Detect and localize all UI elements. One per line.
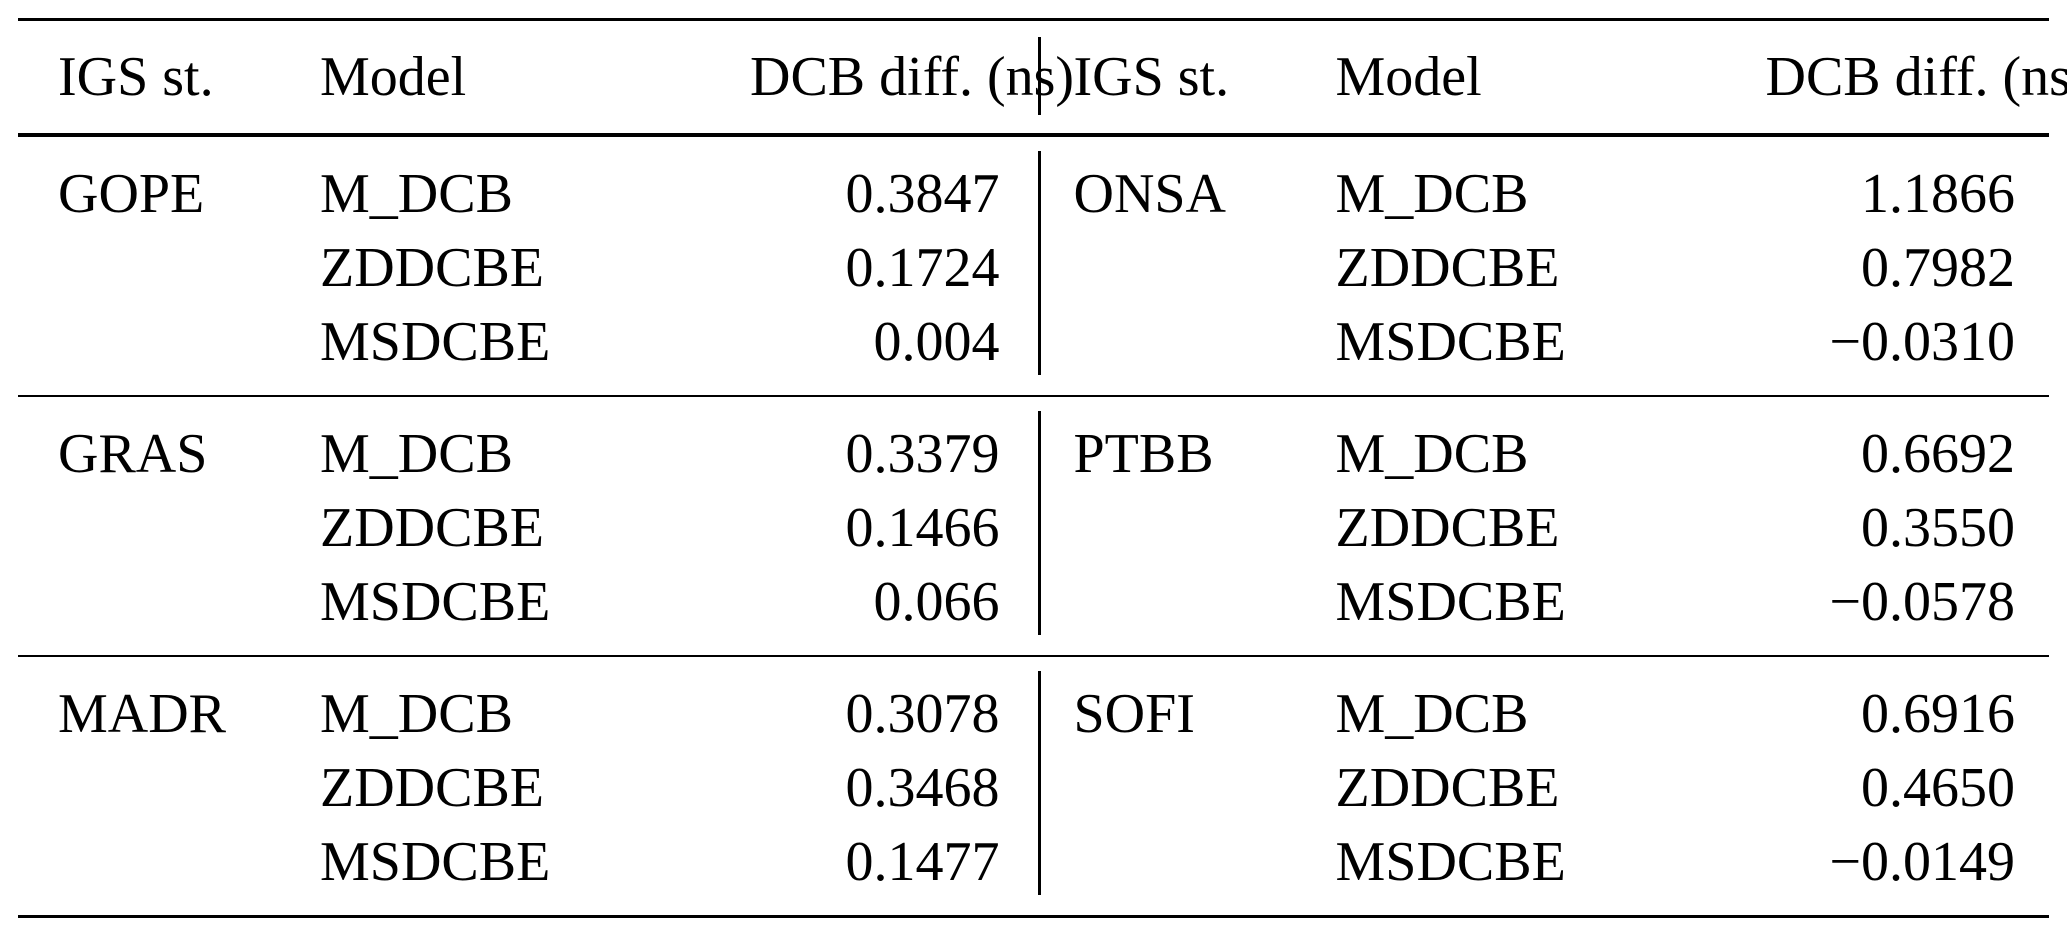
- group-half-right: SOFI M_DCB 0.6916 ZDDCBE 0.4650 MSDCBE −…: [1034, 677, 2050, 899]
- vertical-divider: [1037, 411, 1041, 635]
- value-cell: 0.3847: [845, 163, 1000, 225]
- value-cell: 0.3379: [845, 423, 1000, 485]
- value-cell: 0.1724: [845, 237, 1000, 299]
- model-cell: MSDCBE: [320, 311, 551, 373]
- table-row: ZDDCBE 0.3468: [18, 751, 1034, 825]
- table-row: ZDDCBE 0.7982: [1034, 231, 2050, 305]
- value-cell: −0.0310: [1829, 311, 2015, 373]
- model-cell: M_DCB: [1335, 423, 1529, 485]
- model-cell: ZDDCBE: [1335, 757, 1560, 819]
- column-header-model: Model: [1335, 46, 1482, 108]
- value-cell: 0.1477: [845, 831, 1000, 893]
- value-cell: 0.1466: [845, 497, 1000, 559]
- horizontal-rule-group-separator: [18, 395, 2049, 397]
- vertical-divider: [1037, 151, 1041, 375]
- column-header-value: DCB diff. (ns): [750, 46, 1075, 108]
- table-row: MSDCBE −0.0310: [1034, 305, 2050, 379]
- value-cell: 0.004: [873, 311, 1000, 373]
- column-header-station: IGS st.: [1073, 46, 1230, 108]
- horizontal-rule-header-separator: [18, 133, 2049, 137]
- value-cell: 0.3078: [845, 683, 1000, 745]
- value-cell: 0.7982: [1861, 237, 2015, 299]
- group-half-left: GRAS M_DCB 0.3379 ZDDCBE 0.1466 MSDCBE 0…: [18, 417, 1034, 639]
- station-cell: SOFI: [1073, 683, 1195, 745]
- model-cell: ZDDCBE: [320, 237, 544, 299]
- horizontal-rule-top: [18, 18, 2049, 21]
- table-group-gras-ptbb: GRAS M_DCB 0.3379 ZDDCBE 0.1466 MSDCBE 0…: [18, 397, 2049, 655]
- table-group-gope-onsa: GOPE M_DCB 0.3847 ZDDCBE 0.1724 MSDCBE 0…: [18, 137, 2049, 395]
- value-cell: 0.4650: [1861, 757, 2015, 819]
- station-cell: MADR: [58, 683, 227, 745]
- table-row: SOFI M_DCB 0.6916: [1034, 677, 2050, 751]
- model-cell: M_DCB: [320, 163, 513, 225]
- table-row: MSDCBE −0.0149: [1034, 825, 2050, 899]
- model-cell: MSDCBE: [1335, 571, 1566, 633]
- table-row: MSDCBE 0.066: [18, 565, 1034, 639]
- dcb-difference-table: IGS st. Model DCB diff. (ns) IGS st. Mod…: [18, 18, 2067, 918]
- table-header-row: IGS st. Model DCB diff. (ns) IGS st. Mod…: [18, 21, 2067, 133]
- station-cell: GOPE: [58, 163, 205, 225]
- horizontal-rule-group-separator: [18, 655, 2049, 657]
- model-cell: ZDDCBE: [320, 757, 544, 819]
- table-row: IGS st. Model DCB diff. (ns): [18, 45, 1074, 109]
- header-half-right: IGS st. Model DCB diff. (ns): [1034, 45, 2067, 109]
- model-cell: M_DCB: [320, 423, 513, 485]
- table-row: ZDDCBE 0.1466: [18, 491, 1034, 565]
- value-cell: 0.6916: [1861, 683, 2015, 745]
- table-group-madr-sofi: MADR M_DCB 0.3078 ZDDCBE 0.3468 MSDCBE 0…: [18, 657, 2049, 915]
- header-half-left: IGS st. Model DCB diff. (ns): [18, 45, 1074, 109]
- table-row: GRAS M_DCB 0.3379: [18, 417, 1034, 491]
- group-half-left: MADR M_DCB 0.3078 ZDDCBE 0.3468 MSDCBE 0…: [18, 677, 1034, 899]
- value-cell: −0.0149: [1829, 831, 2015, 893]
- vertical-divider: [1037, 671, 1041, 895]
- table-row: MADR M_DCB 0.3078: [18, 677, 1034, 751]
- model-cell: ZDDCBE: [1335, 497, 1560, 559]
- station-cell: PTBB: [1073, 423, 1214, 485]
- horizontal-rule-bottom: [18, 915, 2049, 918]
- group-half-left: GOPE M_DCB 0.3847 ZDDCBE 0.1724 MSDCBE 0…: [18, 157, 1034, 379]
- value-cell: 1.1866: [1861, 163, 2015, 225]
- table-row: IGS st. Model DCB diff. (ns): [1034, 45, 2067, 109]
- column-header-value: DCB diff. (ns): [1765, 46, 2067, 108]
- table-row: ZDDCBE 0.1724: [18, 231, 1034, 305]
- station-cell: ONSA: [1073, 163, 1226, 225]
- model-cell: MSDCBE: [1335, 831, 1566, 893]
- station-cell: GRAS: [58, 423, 208, 485]
- table-row: ZDDCBE 0.4650: [1034, 751, 2050, 825]
- table-row: PTBB M_DCB 0.6692: [1034, 417, 2050, 491]
- table-row: GOPE M_DCB 0.3847: [18, 157, 1034, 231]
- column-header-model: Model: [320, 46, 467, 108]
- value-cell: 0.3550: [1861, 497, 2015, 559]
- value-cell: 0.066: [873, 571, 1000, 633]
- column-header-station: IGS st.: [58, 46, 214, 108]
- model-cell: M_DCB: [1335, 163, 1529, 225]
- table-row: MSDCBE 0.004: [18, 305, 1034, 379]
- table-row: MSDCBE 0.1477: [18, 825, 1034, 899]
- value-cell: 0.6692: [1861, 423, 2015, 485]
- vertical-divider: [1037, 37, 1041, 115]
- table-row: ZDDCBE 0.3550: [1034, 491, 2050, 565]
- model-cell: M_DCB: [1335, 683, 1529, 745]
- model-cell: MSDCBE: [320, 571, 551, 633]
- group-half-right: PTBB M_DCB 0.6692 ZDDCBE 0.3550 MSDCBE −…: [1034, 417, 2050, 639]
- value-cell: 0.3468: [845, 757, 1000, 819]
- model-cell: M_DCB: [320, 683, 513, 745]
- model-cell: ZDDCBE: [1335, 237, 1560, 299]
- table-row: MSDCBE −0.0578: [1034, 565, 2050, 639]
- model-cell: MSDCBE: [320, 831, 551, 893]
- value-cell: −0.0578: [1829, 571, 2015, 633]
- model-cell: ZDDCBE: [320, 497, 544, 559]
- group-half-right: ONSA M_DCB 1.1866 ZDDCBE 0.7982 MSDCBE −…: [1034, 157, 2050, 379]
- model-cell: MSDCBE: [1335, 311, 1566, 373]
- table-row: ONSA M_DCB 1.1866: [1034, 157, 2050, 231]
